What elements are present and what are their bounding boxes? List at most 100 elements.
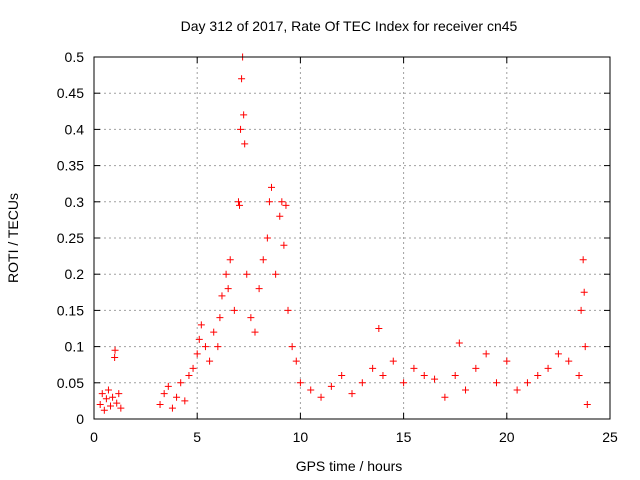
ticks: 0 5 10 15 20 25 0 0.05 0.1 0.15 0.2 0.25 0.3 0.35 0.4 0… xyxy=(57,49,618,445)
x-tick-label: 25 xyxy=(602,429,618,445)
data-point xyxy=(214,343,222,351)
data-point xyxy=(492,379,500,387)
data-point xyxy=(241,140,249,148)
data-point xyxy=(544,364,552,372)
data-point xyxy=(189,364,197,372)
data-point xyxy=(98,390,106,398)
data-point xyxy=(565,357,573,365)
data-point xyxy=(168,404,176,412)
data-point xyxy=(389,357,397,365)
chart-title: Day 312 of 2017, Rate Of TEC Index for r… xyxy=(181,18,518,34)
data-point xyxy=(455,339,463,347)
data-point xyxy=(237,125,245,133)
data-point xyxy=(156,401,164,409)
data-point xyxy=(268,183,276,191)
y-tick-label: 0.05 xyxy=(57,375,84,391)
data-point xyxy=(284,306,292,314)
data-point xyxy=(96,401,104,409)
data-point xyxy=(358,379,366,387)
data-point xyxy=(307,386,315,394)
data-point xyxy=(177,379,185,387)
data-point xyxy=(238,75,246,83)
data-point xyxy=(259,256,267,264)
y-tick-label: 0 xyxy=(76,411,84,427)
data-point xyxy=(222,270,230,278)
data-point xyxy=(280,241,288,249)
data-point xyxy=(173,393,181,401)
data-point xyxy=(583,401,591,409)
data-point xyxy=(379,372,387,380)
y-tick-label: 0.15 xyxy=(57,302,84,318)
x-tick-label: 15 xyxy=(396,429,412,445)
data-point xyxy=(296,379,304,387)
data-point xyxy=(263,234,271,242)
data-point xyxy=(117,404,125,412)
data-point xyxy=(503,357,511,365)
data-point xyxy=(230,306,238,314)
data-point xyxy=(441,393,449,401)
data-point xyxy=(581,343,589,351)
data-point xyxy=(111,346,119,354)
data-point xyxy=(482,350,490,358)
y-tick-label: 0.5 xyxy=(65,49,85,65)
data-point xyxy=(451,372,459,380)
x-tick-label: 10 xyxy=(293,429,309,445)
data-point xyxy=(226,256,234,264)
data-point xyxy=(185,372,193,380)
data-point xyxy=(534,372,542,380)
data-point xyxy=(102,395,110,403)
data-point xyxy=(240,111,248,119)
data-point xyxy=(160,390,168,398)
data-point xyxy=(224,285,232,293)
data-point xyxy=(278,198,286,206)
y-tick-label: 0.35 xyxy=(57,158,84,174)
data-point xyxy=(276,212,284,220)
data-point xyxy=(218,292,226,300)
y-tick-label: 0.4 xyxy=(65,121,85,137)
data-point xyxy=(115,390,123,398)
data-point xyxy=(164,382,172,390)
y-tick-label: 0.25 xyxy=(57,230,84,246)
data-point xyxy=(348,390,356,398)
data-point xyxy=(107,402,115,410)
scatter-points xyxy=(96,53,591,414)
data-point xyxy=(100,406,108,414)
data-point xyxy=(181,397,189,405)
data-point xyxy=(317,393,325,401)
data-point xyxy=(251,328,259,336)
data-point xyxy=(420,372,428,380)
x-tick-label: 20 xyxy=(499,429,515,445)
data-point xyxy=(375,325,383,332)
data-point xyxy=(111,353,119,361)
data-point xyxy=(247,314,255,322)
data-point xyxy=(201,343,209,351)
data-point xyxy=(327,382,335,390)
y-tick-label: 0.2 xyxy=(65,266,85,282)
data-point xyxy=(234,198,242,206)
data-point xyxy=(369,364,377,372)
x-tick-label: 5 xyxy=(193,429,201,445)
data-point xyxy=(554,350,562,358)
data-point xyxy=(243,270,251,278)
x-tick-label: 0 xyxy=(90,429,98,445)
data-point xyxy=(109,393,117,401)
data-point xyxy=(282,201,290,209)
data-point xyxy=(210,328,218,336)
data-point xyxy=(462,386,470,394)
y-tick-label: 0.45 xyxy=(57,85,84,101)
data-point xyxy=(579,256,587,264)
data-point xyxy=(523,379,531,387)
data-point xyxy=(410,364,418,372)
data-point xyxy=(195,335,203,343)
data-point xyxy=(431,375,439,383)
data-point xyxy=(236,201,244,209)
data-point xyxy=(292,357,300,365)
data-point xyxy=(580,288,588,296)
data-point xyxy=(113,399,121,407)
data-point xyxy=(472,364,480,372)
data-point xyxy=(197,321,205,329)
data-point xyxy=(206,357,214,365)
data-point xyxy=(193,350,201,358)
